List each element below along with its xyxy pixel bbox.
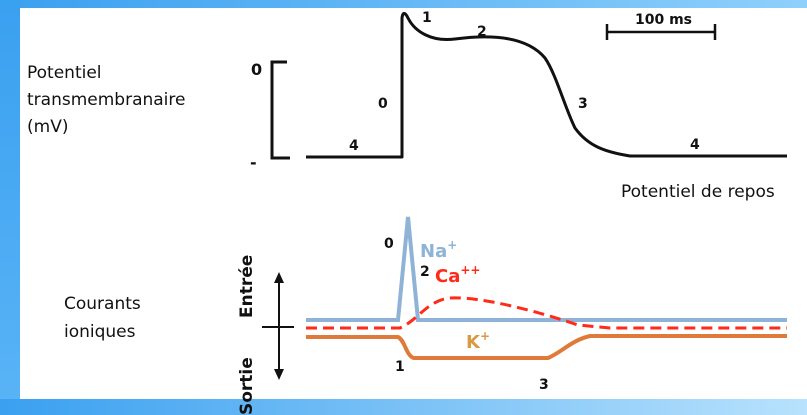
frame-top-border — [0, 0, 807, 8]
phase-0-label-top: 0 — [378, 96, 388, 112]
ap-axis-zero-label: 0 — [251, 60, 262, 79]
phase-1-label-top: 1 — [422, 10, 432, 26]
action-potential-trace — [306, 11, 787, 159]
na-current-trace — [306, 216, 787, 322]
phase-3-label-bottom: 3 — [539, 377, 549, 393]
entry-label: Entrée — [237, 255, 257, 318]
phase-3-label-top: 3 — [578, 96, 588, 112]
phase-4-label-left: 4 — [349, 138, 359, 154]
currents-label-line2: ioniques — [64, 322, 136, 342]
frame-left-border — [0, 0, 20, 415]
ap-y-axis — [270, 60, 290, 160]
phase-1-label-bottom: 1 — [395, 359, 405, 375]
time-scale-bar — [605, 24, 717, 40]
slide-canvas — [20, 8, 807, 399]
potential-label-line1: Potentiel — [27, 63, 102, 83]
ca-current-trace — [306, 296, 787, 330]
potential-label-unit: (mV) — [27, 117, 69, 137]
phase-2-label-top: 2 — [477, 24, 487, 40]
time-scale-label: 100 ms — [635, 12, 692, 28]
na-ion-label: Na+ — [420, 238, 457, 262]
exit-label: Sortie — [237, 357, 257, 415]
k-ion-label: K+ — [466, 329, 490, 353]
phase-4-label-right: 4 — [690, 137, 700, 153]
current-direction-arrow — [262, 272, 294, 380]
ca-ion-label: Ca++ — [435, 263, 480, 287]
potential-label-line2: transmembranaire — [27, 90, 186, 110]
phase-2-label-bottom: 2 — [420, 264, 430, 280]
phase-0-label-bottom: 0 — [384, 236, 394, 252]
currents-label-line1: Courants — [64, 294, 141, 314]
frame-bottom-border — [0, 399, 807, 415]
ap-axis-minus-label: - — [250, 153, 257, 172]
k-current-trace — [306, 334, 787, 360]
resting-potential-label: Potentiel de repos — [621, 182, 775, 202]
